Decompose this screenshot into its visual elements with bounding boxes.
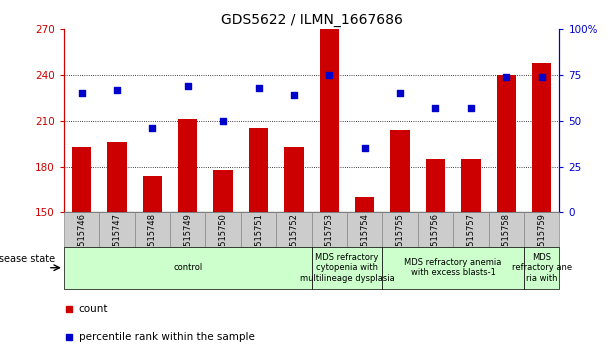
Bar — [276, 212, 311, 247]
Text: GSM1515755: GSM1515755 — [396, 213, 404, 269]
Bar — [311, 247, 382, 289]
Bar — [134, 212, 170, 247]
Bar — [355, 197, 375, 212]
Text: GSM1515758: GSM1515758 — [502, 213, 511, 269]
Text: GSM1515753: GSM1515753 — [325, 213, 334, 269]
Text: GSM1515746: GSM1515746 — [77, 213, 86, 269]
Point — [430, 105, 440, 111]
Bar — [532, 63, 551, 212]
Bar — [107, 142, 126, 212]
Bar — [382, 212, 418, 247]
Title: GDS5622 / ILMN_1667686: GDS5622 / ILMN_1667686 — [221, 13, 402, 26]
Text: GSM1515752: GSM1515752 — [289, 213, 299, 269]
Bar — [178, 119, 198, 212]
Point — [254, 85, 263, 91]
Bar — [489, 212, 524, 247]
Bar — [418, 212, 453, 247]
Point — [537, 74, 547, 79]
Bar — [461, 159, 480, 212]
Text: MDS refractory
cytopenia with
multilineage dysplasia: MDS refractory cytopenia with multilinea… — [300, 253, 395, 283]
Point — [112, 87, 122, 93]
Point — [77, 90, 86, 96]
Bar — [524, 212, 559, 247]
Bar — [524, 247, 559, 289]
Text: GSM1515754: GSM1515754 — [360, 213, 369, 269]
Text: control: control — [173, 263, 202, 272]
Text: MDS
refractory ane
ria with: MDS refractory ane ria with — [511, 253, 572, 283]
Point — [325, 72, 334, 78]
Text: GSM1515757: GSM1515757 — [466, 213, 475, 269]
Point — [289, 92, 299, 98]
Text: GSM1515751: GSM1515751 — [254, 213, 263, 269]
Bar — [206, 212, 241, 247]
Point — [395, 90, 405, 96]
Point — [466, 105, 475, 111]
Bar — [382, 247, 524, 289]
Text: GSM1515747: GSM1515747 — [112, 213, 122, 269]
Bar — [320, 29, 339, 212]
Text: percentile rank within the sample: percentile rank within the sample — [78, 332, 255, 342]
Text: GSM1515756: GSM1515756 — [431, 213, 440, 269]
Point — [360, 145, 370, 151]
Text: count: count — [78, 305, 108, 314]
Bar — [99, 212, 134, 247]
Bar — [64, 247, 311, 289]
Text: GSM1515759: GSM1515759 — [537, 213, 546, 269]
Bar — [453, 212, 489, 247]
Text: MDS refractory anemia
with excess blasts-1: MDS refractory anemia with excess blasts… — [404, 258, 502, 277]
Point — [183, 83, 193, 89]
Bar — [143, 176, 162, 212]
Bar — [497, 75, 516, 212]
Bar — [213, 170, 233, 212]
Bar — [249, 129, 268, 212]
Text: GSM1515748: GSM1515748 — [148, 213, 157, 269]
Point — [218, 118, 228, 123]
Bar — [347, 212, 382, 247]
Bar — [72, 147, 91, 212]
Point — [502, 74, 511, 79]
Bar — [426, 159, 445, 212]
Text: GSM1515749: GSM1515749 — [183, 213, 192, 269]
Bar — [64, 212, 99, 247]
Point — [148, 125, 157, 131]
Text: GSM1515750: GSM1515750 — [219, 213, 227, 269]
Text: disease state: disease state — [0, 254, 55, 264]
Bar — [170, 212, 206, 247]
Bar — [390, 130, 410, 212]
Bar — [284, 147, 303, 212]
Bar — [241, 212, 276, 247]
Bar — [311, 212, 347, 247]
